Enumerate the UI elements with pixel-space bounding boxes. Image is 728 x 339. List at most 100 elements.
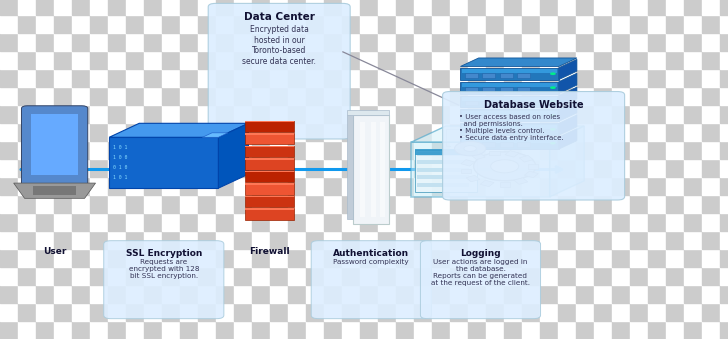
Bar [216, 33, 234, 51]
FancyBboxPatch shape [360, 122, 365, 217]
Bar [432, 15, 450, 33]
Bar [720, 321, 728, 339]
Circle shape [550, 86, 556, 89]
Bar [216, 195, 234, 213]
Bar [162, 69, 180, 87]
Bar [162, 285, 180, 303]
FancyBboxPatch shape [464, 73, 478, 78]
Bar [648, 195, 666, 213]
Bar [450, 267, 468, 285]
FancyBboxPatch shape [417, 152, 469, 156]
Bar [126, 141, 144, 159]
Bar [162, 33, 180, 51]
Bar [144, 267, 162, 285]
Bar [612, 195, 630, 213]
Bar [576, 267, 594, 285]
Bar [702, 51, 720, 69]
Bar [720, 177, 728, 195]
Bar [144, 177, 162, 195]
Bar [198, 0, 216, 15]
Bar [90, 15, 108, 33]
Bar [90, 69, 108, 87]
Bar [180, 69, 198, 87]
Bar [216, 267, 234, 285]
Bar [504, 105, 522, 123]
Bar [396, 195, 414, 213]
Bar [54, 213, 72, 231]
Bar [144, 87, 162, 105]
Bar [36, 141, 54, 159]
Bar [270, 87, 288, 105]
Bar [54, 51, 72, 69]
Bar [0, 213, 18, 231]
FancyBboxPatch shape [517, 73, 530, 78]
Bar [666, 321, 684, 339]
Bar [252, 285, 270, 303]
Bar [72, 69, 90, 87]
Bar [144, 285, 162, 303]
Bar [18, 33, 36, 51]
Text: User: User [43, 247, 66, 257]
Bar [720, 141, 728, 159]
Bar [54, 285, 72, 303]
Text: SSL Encryption: SSL Encryption [126, 249, 202, 258]
Bar [684, 15, 702, 33]
Bar [522, 285, 540, 303]
Bar [576, 69, 594, 87]
Bar [90, 267, 108, 285]
Bar [378, 213, 396, 231]
Bar [720, 249, 728, 267]
Bar [396, 159, 414, 177]
Bar [234, 123, 252, 141]
Bar [252, 123, 270, 141]
FancyBboxPatch shape [245, 171, 294, 172]
Bar [324, 51, 342, 69]
Circle shape [550, 114, 556, 117]
Bar [18, 123, 36, 141]
Bar [0, 105, 18, 123]
FancyBboxPatch shape [347, 115, 353, 219]
Bar [216, 303, 234, 321]
Bar [522, 213, 540, 231]
Bar [558, 177, 576, 195]
Bar [612, 51, 630, 69]
Bar [36, 249, 54, 267]
Bar [648, 321, 666, 339]
Bar [576, 0, 594, 15]
Bar [648, 105, 666, 123]
Bar [324, 33, 342, 51]
Bar [504, 87, 522, 105]
Bar [72, 213, 90, 231]
Bar [540, 87, 558, 105]
Bar [108, 15, 126, 33]
Bar [594, 123, 612, 141]
Bar [702, 267, 720, 285]
Bar [378, 51, 396, 69]
FancyBboxPatch shape [33, 186, 76, 195]
Bar [450, 195, 468, 213]
Bar [36, 213, 54, 231]
Bar [162, 303, 180, 321]
FancyBboxPatch shape [499, 115, 513, 119]
Bar [522, 141, 540, 159]
Bar [396, 105, 414, 123]
Bar [684, 69, 702, 87]
Bar [648, 231, 666, 249]
Bar [684, 213, 702, 231]
Bar [684, 0, 702, 15]
Bar [630, 0, 648, 15]
Bar [432, 267, 450, 285]
Bar [396, 69, 414, 87]
FancyBboxPatch shape [460, 68, 559, 80]
Text: Firewall: Firewall [249, 247, 290, 257]
Bar [342, 321, 360, 339]
Bar [612, 231, 630, 249]
Bar [486, 87, 504, 105]
Bar [594, 321, 612, 339]
Bar [54, 33, 72, 51]
Bar [432, 213, 450, 231]
Bar [666, 141, 684, 159]
Bar [558, 159, 576, 177]
Bar [414, 0, 432, 15]
Bar [702, 177, 720, 195]
